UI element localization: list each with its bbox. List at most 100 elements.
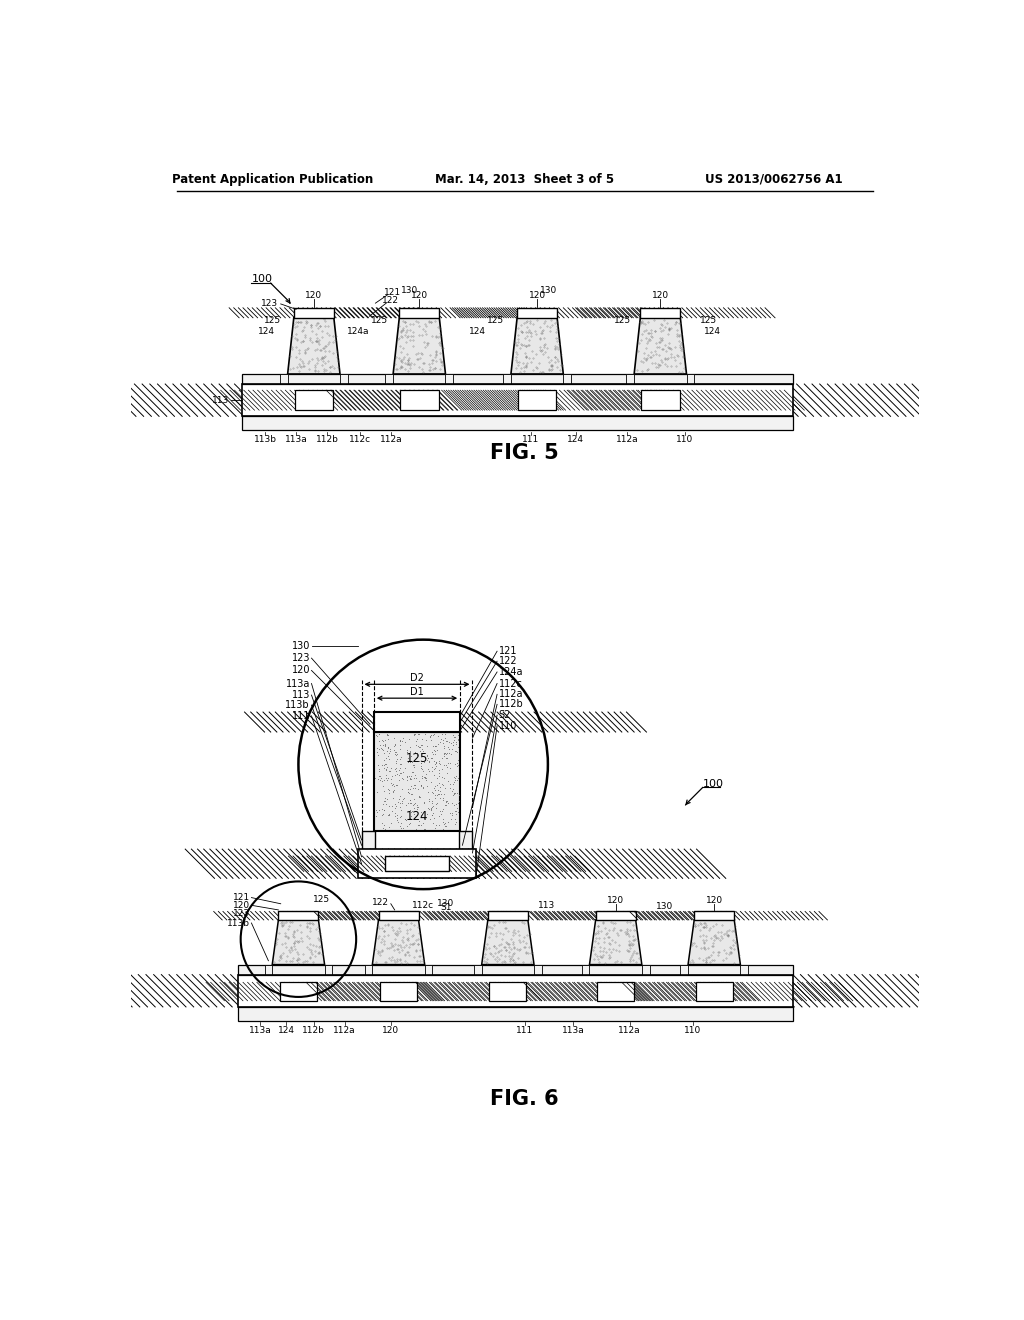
Text: 123: 123 [292, 653, 310, 663]
Point [386, 803, 402, 824]
Point [427, 743, 443, 764]
Bar [694, 911, 734, 920]
Bar [280, 982, 316, 1001]
Point [446, 726, 463, 747]
Point [444, 734, 461, 755]
Point [446, 767, 463, 788]
Point [379, 741, 395, 762]
Text: 112b: 112b [499, 700, 523, 709]
Point [381, 779, 397, 800]
Text: 120: 120 [411, 290, 428, 300]
Text: 113: 113 [538, 900, 555, 909]
Text: 120: 120 [528, 290, 546, 300]
Point [424, 793, 440, 814]
Text: 113a: 113a [285, 436, 307, 444]
Bar [641, 391, 680, 411]
Point [385, 774, 401, 795]
Point [436, 743, 453, 764]
Text: 122: 122 [373, 898, 389, 907]
Point [368, 768, 384, 789]
Point [379, 723, 395, 744]
Point [400, 729, 417, 750]
Bar [239, 1007, 793, 1020]
Bar [379, 911, 419, 920]
Point [413, 755, 429, 776]
Bar [239, 965, 793, 974]
Point [431, 772, 447, 793]
Bar [399, 308, 439, 318]
Point [446, 741, 463, 762]
Text: 112a: 112a [380, 436, 402, 444]
Point [413, 801, 429, 822]
Text: 112a: 112a [333, 1026, 356, 1035]
Point [423, 781, 439, 803]
Text: 100: 100 [702, 779, 724, 788]
Point [431, 807, 447, 828]
Point [400, 781, 417, 803]
Point [429, 725, 445, 746]
Point [392, 746, 409, 767]
Point [427, 818, 443, 840]
Point [427, 775, 443, 796]
Point [415, 813, 431, 834]
Point [443, 733, 460, 754]
Point [428, 793, 444, 814]
Point [392, 754, 409, 775]
Point [378, 764, 394, 785]
Point [433, 774, 450, 795]
Point [385, 780, 401, 801]
Point [435, 738, 452, 759]
Point [432, 754, 449, 775]
Point [425, 725, 441, 746]
Point [370, 781, 386, 803]
Bar [597, 982, 634, 1001]
Point [404, 755, 421, 776]
Point [418, 763, 434, 784]
Point [417, 807, 433, 828]
Point [378, 759, 394, 780]
Point [407, 723, 423, 744]
Point [436, 813, 453, 834]
Point [411, 785, 427, 807]
Bar [243, 384, 793, 416]
Point [407, 792, 423, 813]
Point [451, 791, 467, 812]
Point [433, 800, 450, 821]
Text: 113b: 113b [227, 919, 250, 928]
Point [413, 735, 429, 756]
Point [445, 795, 462, 816]
Text: 121: 121 [499, 647, 517, 656]
Point [434, 775, 451, 796]
Bar [380, 982, 417, 1001]
Point [412, 741, 428, 762]
Point [436, 813, 453, 834]
Text: 125: 125 [406, 752, 428, 766]
Point [406, 725, 422, 746]
Point [431, 752, 447, 774]
Point [376, 799, 392, 820]
Point [417, 747, 433, 768]
Point [449, 742, 465, 763]
Point [380, 725, 396, 746]
Point [436, 723, 453, 744]
Bar [243, 416, 793, 430]
Point [394, 817, 411, 838]
Point [397, 809, 414, 830]
Point [388, 775, 404, 796]
Point [449, 783, 465, 804]
Point [444, 781, 461, 803]
Bar [294, 308, 334, 318]
Point [409, 797, 425, 818]
Text: 112a: 112a [499, 689, 523, 700]
Point [435, 787, 452, 808]
Point [393, 793, 410, 814]
Point [436, 755, 453, 776]
Point [421, 750, 437, 771]
Point [424, 747, 440, 768]
Point [388, 758, 404, 779]
Point [427, 755, 443, 776]
Point [431, 763, 447, 784]
Point [422, 725, 438, 746]
Point [387, 743, 403, 764]
Bar [597, 982, 634, 1001]
